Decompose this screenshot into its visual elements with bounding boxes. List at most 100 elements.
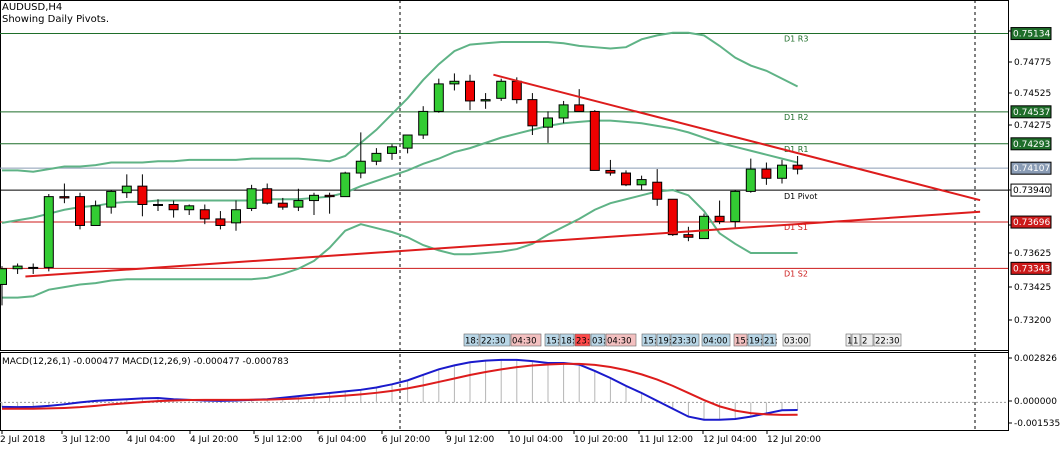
session-box: 2	[860, 333, 874, 347]
session-box: 04:30	[605, 333, 637, 347]
candle	[589, 110, 600, 171]
candle-body	[90, 205, 101, 226]
session-box: 22:30	[873, 333, 902, 347]
session-box-bg	[544, 333, 560, 347]
candle-body	[309, 194, 319, 202]
candle-body	[231, 209, 241, 224]
session-box: 22:30	[479, 333, 511, 347]
session-box-bg	[747, 333, 763, 347]
candle-body	[527, 99, 538, 127]
candle	[558, 100, 569, 124]
candle	[121, 174, 132, 198]
session-box-label: 23:30	[672, 337, 697, 347]
session-box-label: 1	[847, 337, 852, 347]
candle	[277, 197, 288, 210]
candle-body	[418, 110, 429, 136]
candle-body	[324, 194, 335, 198]
candle	[215, 211, 226, 230]
pivot-price-tag-text-0: 0.75134	[1013, 30, 1050, 40]
candle-body	[12, 265, 23, 270]
session-box-bg	[656, 333, 671, 347]
candle	[153, 199, 163, 212]
price-tick-label: 0.73425	[1014, 283, 1051, 293]
session-box-bg	[574, 333, 591, 347]
candle	[574, 89, 585, 112]
session-box-bg	[860, 333, 874, 347]
session-box-bg	[605, 333, 637, 347]
candle	[355, 132, 366, 179]
current-price-tag	[1010, 161, 1052, 175]
macd-tick-label: 0.000000	[1014, 397, 1057, 407]
candle-body	[574, 104, 585, 112]
price-tick-label: 0.74525	[1014, 89, 1051, 99]
candle	[371, 148, 382, 166]
time-tick-label: 5 Jul 12:00	[254, 435, 303, 445]
price-tick-label: 0.73200	[1014, 316, 1051, 326]
candle	[324, 192, 335, 214]
session-box-label: 15:	[643, 337, 657, 347]
session-box-label: 18:	[465, 337, 479, 347]
candle-body	[683, 234, 694, 238]
session-box-bg	[670, 333, 700, 347]
candle	[761, 162, 772, 185]
candle-body	[777, 164, 787, 179]
candle-body	[745, 168, 756, 192]
candle	[293, 188, 304, 212]
candle	[43, 194, 54, 272]
pivot-label-0: D1 R3	[784, 35, 808, 44]
candle	[262, 183, 273, 205]
pivot-indicator-label: Showing Daily Pivots.	[2, 14, 110, 25]
candle	[90, 200, 101, 226]
pivot-price-tag-5	[1010, 261, 1052, 275]
candle	[714, 200, 725, 225]
candle-body	[0, 268, 7, 285]
candle	[683, 226, 694, 242]
session-box-bg	[479, 333, 511, 347]
session-box-bg	[463, 333, 480, 347]
time-tick-label: 3 Jul 12:00	[62, 435, 111, 445]
time-tick-label: 4 Jul 04:00	[127, 435, 176, 445]
candle-body	[558, 104, 569, 119]
time-tick-label: 12 Jul 04:00	[703, 435, 757, 445]
candle	[0, 266, 7, 306]
candle	[246, 184, 257, 212]
candle-body	[277, 202, 288, 208]
session-box: 1	[845, 333, 852, 347]
candle-body	[621, 172, 631, 186]
session-box-label: 15:	[735, 337, 749, 347]
session-box: 23:	[574, 333, 591, 347]
time-tick-label: 6 Jul 20:00	[382, 435, 431, 445]
session-box-label: 2	[862, 337, 867, 347]
candle-body	[792, 164, 803, 170]
pivot-price-tag-text-4: 0.73696	[1013, 218, 1050, 228]
session-box: 1	[851, 333, 861, 347]
bollinger-upper-line	[2, 31, 799, 173]
session-box-label: 1	[853, 337, 858, 347]
pivot-price-tag-3	[1010, 183, 1052, 197]
candle	[777, 159, 787, 184]
candle	[621, 170, 631, 187]
candle-body	[387, 146, 397, 154]
candle	[59, 183, 70, 204]
candle-body	[246, 188, 257, 209]
session-box-label: 04:00	[703, 337, 728, 347]
pivot-price-tag-text-1: 0.74537	[1013, 108, 1050, 118]
pivot-label-5: D1 S2	[784, 269, 808, 278]
current-price-tag-text: 0.74107	[1013, 164, 1050, 174]
macd-main-line	[1, 358, 798, 421]
candle-body	[43, 196, 54, 268]
candle-body	[605, 169, 616, 174]
time-tick-label: 9 Jul 12:00	[446, 435, 495, 445]
session-box-bg	[510, 333, 542, 347]
price-tick-label: 0.73625	[1014, 249, 1051, 259]
pivot-price-tag-1	[1010, 105, 1052, 119]
candle	[309, 192, 319, 215]
candle-body	[106, 190, 117, 208]
session-box: 03:	[590, 333, 606, 347]
pivot-price-tag-2	[1010, 137, 1052, 151]
candle	[543, 111, 553, 143]
session-box: 19:	[656, 333, 672, 347]
candle	[106, 190, 117, 214]
